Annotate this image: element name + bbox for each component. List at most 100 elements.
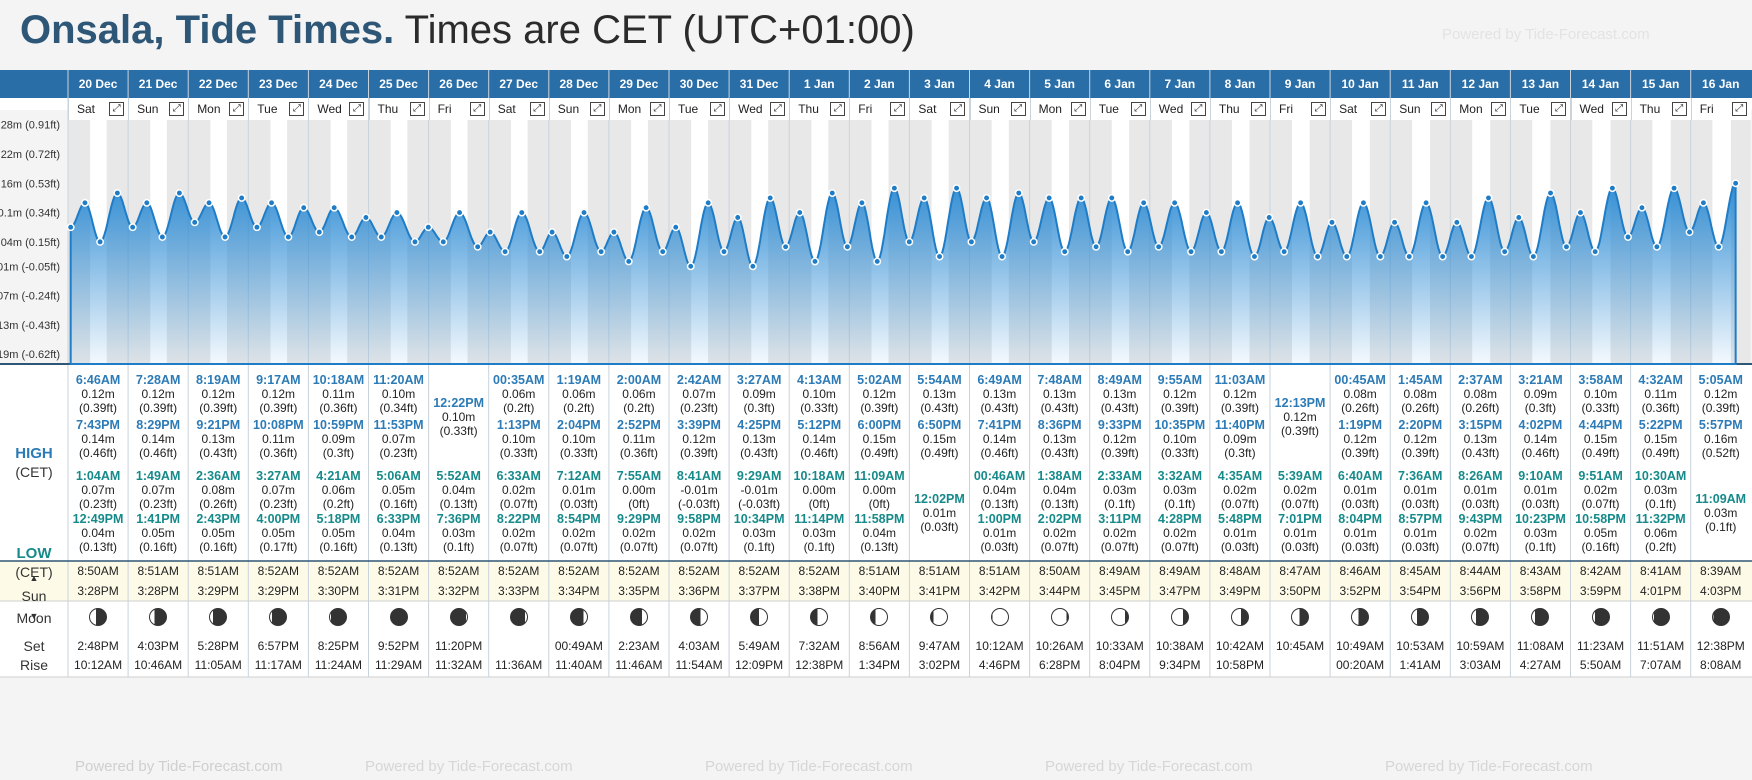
low-tide-point xyxy=(535,247,544,256)
high-tide-entry: 2:20PM 0.12m (0.39ft) xyxy=(1390,418,1450,462)
tide-chart: 0.28m (0.91ft) 0.22m (0.72ft) 0.16m (0.53f… xyxy=(0,70,1752,678)
expand-day-icon[interactable]: ⤢ xyxy=(1130,102,1146,116)
low-tide-point xyxy=(1438,252,1447,261)
moonset-time: 2:48PM xyxy=(77,639,119,653)
expand-day-icon[interactable]: ⤢ xyxy=(1611,102,1627,116)
high-tide-point xyxy=(237,193,246,202)
moonrise-time: 4:27AM xyxy=(1519,658,1562,672)
high-tide-height-ft: (0.39ft) xyxy=(199,401,238,415)
low-tide-time: 8:22PM xyxy=(496,512,541,526)
moonrise-time: 3:02PM xyxy=(918,658,961,672)
high-tide-time: 3:39PM xyxy=(677,418,721,432)
high-tide-height: 0.06m xyxy=(562,387,596,401)
expand-day-icon[interactable]: ⤢ xyxy=(1551,102,1567,116)
expand-day-icon[interactable]: ⤢ xyxy=(1671,102,1687,116)
moonset-time: 10:42AM xyxy=(1215,639,1264,653)
high-tide-entry: 8:36PM 0.13m (0.43ft) xyxy=(1030,418,1090,462)
expand-day-icon[interactable]: ⤢ xyxy=(169,102,185,116)
sunset-time: 3:34PM xyxy=(558,584,600,598)
high-tide-height: 0.09m xyxy=(1523,387,1558,401)
moon-phase-cell xyxy=(1150,608,1210,630)
low-tide-point xyxy=(1187,247,1195,256)
moonrise-time: 11:46AM xyxy=(615,658,663,672)
expand-day-icon[interactable]: ⤢ xyxy=(710,102,726,116)
moonset-time: 10:59AM xyxy=(1456,639,1505,653)
high-tide-time: 10:59PM xyxy=(313,418,364,432)
low-tide-height: 0.01m xyxy=(1523,483,1558,497)
low-tide-entry: 7:36PM 0.03m (0.1ft) xyxy=(429,512,489,556)
sunset-time: 3:35PM xyxy=(618,584,660,598)
expand-day-icon[interactable]: ⤢ xyxy=(289,102,305,116)
moonrise-time: 1:34PM xyxy=(858,658,901,672)
high-tide-height-ft: (0.39ft) xyxy=(1341,446,1380,460)
expand-day-icon[interactable]: ⤢ xyxy=(1070,102,1086,116)
low-tide-height-ft: (0ft) xyxy=(868,497,891,511)
low-tide-point xyxy=(284,233,293,241)
expand-day-icon[interactable]: ⤢ xyxy=(1190,102,1206,116)
high-tide-entry: 7:41PM 0.14m (0.46ft) xyxy=(970,418,1030,462)
expand-day-icon[interactable]: ⤢ xyxy=(1250,102,1266,116)
low-tide-height: 0.03m xyxy=(742,526,776,540)
day-of-week-label: Thu xyxy=(377,102,399,116)
low-tide-height-ft: (0.07ft) xyxy=(680,540,719,554)
moon-phase-icon xyxy=(1651,608,1670,626)
expand-day-icon[interactable]: ⤢ xyxy=(830,102,846,116)
high-tide-height-ft: (0.26ft) xyxy=(1401,401,1440,415)
high-tide-height: 0.12m xyxy=(1163,387,1197,401)
low-tide-time: 4:21AM xyxy=(316,469,361,483)
moonrise-time: 3:03AM xyxy=(1459,658,1502,672)
date-header: 14 Jan xyxy=(1581,77,1620,91)
sunrise-time: 8:41AM xyxy=(1639,564,1682,578)
low-tide-point xyxy=(686,262,695,271)
low-tide-time: 3:11PM xyxy=(1098,512,1142,526)
date-header: 26 Dec xyxy=(439,77,478,91)
low-tide-height-ft: (0.03ft) xyxy=(1461,497,1500,511)
low-tide-height-ft: (0.16ft) xyxy=(139,540,178,554)
sun-times: 8:50AM 3:44PM xyxy=(1030,561,1090,601)
expand-day-icon[interactable]: ⤢ xyxy=(469,102,485,116)
high-tide-height: 0.13m xyxy=(201,432,235,446)
low-tide-time: 2:36AM xyxy=(196,469,241,483)
high-tide-time: 1:13PM xyxy=(496,418,541,432)
expand-day-icon[interactable]: ⤢ xyxy=(409,102,425,116)
high-tide-point xyxy=(1484,193,1493,202)
high-tide-entry: 4:25PM 0.13m (0.43ft) xyxy=(729,418,789,462)
sunrise-time: 8:52AM xyxy=(738,564,780,578)
rise-row-label: Rise xyxy=(19,657,48,673)
high-tide-entry: 7:43PM 0.14m (0.46ft) xyxy=(68,418,128,462)
expand-day-icon[interactable]: ⤢ xyxy=(1731,102,1747,116)
moon-phase-cell xyxy=(1631,608,1691,630)
expand-day-icon[interactable]: ⤢ xyxy=(529,102,545,116)
high-tide-height-ft: (0.49ft) xyxy=(920,446,959,460)
sun-down-icon: ▼ xyxy=(29,611,39,621)
moon-phase-cell xyxy=(1330,608,1390,630)
expand-day-icon[interactable]: ⤢ xyxy=(1371,102,1387,116)
date-header: 27 Dec xyxy=(499,77,539,91)
low-tide-entry: 2:33AM 0.03m (0.1ft) xyxy=(1090,469,1150,513)
expand-day-icon[interactable]: ⤢ xyxy=(1010,102,1026,116)
moonrise-time: 11:40AM xyxy=(555,658,603,672)
expand-day-icon[interactable]: ⤢ xyxy=(1311,102,1327,116)
expand-day-icon[interactable]: ⤢ xyxy=(349,102,365,116)
high-tide-height-ft: (0.39ft) xyxy=(860,401,899,415)
day-of-week-label: Wed xyxy=(1158,102,1184,116)
expand-day-icon[interactable]: ⤢ xyxy=(770,102,786,116)
low-tide-entry: 3:32AM 0.03m (0.1ft) xyxy=(1150,469,1210,513)
expand-day-icon[interactable]: ⤢ xyxy=(649,102,665,116)
watermark-bottom-5: Powered by Tide-Forecast.com xyxy=(1385,758,1593,775)
expand-day-icon[interactable]: ⤢ xyxy=(1491,102,1507,116)
expand-day-icon[interactable]: ⤢ xyxy=(229,102,245,116)
low-tide-height: 0.06m xyxy=(321,483,356,497)
low-tide-height: 0.01m xyxy=(1403,483,1437,497)
expand-day-icon[interactable]: ⤢ xyxy=(1431,102,1447,116)
sun-times: 8:51AM 3:29PM xyxy=(188,561,248,601)
high-tide-height-ft: (0.33ft) xyxy=(1581,401,1620,415)
expand-day-icon[interactable]: ⤢ xyxy=(890,102,906,116)
expand-day-icon[interactable]: ⤢ xyxy=(109,102,125,116)
expand-day-icon[interactable]: ⤢ xyxy=(589,102,605,116)
expand-day-icon[interactable]: ⤢ xyxy=(950,102,966,116)
sunrise-time: 8:46AM xyxy=(1339,564,1381,578)
high-tide-entry: 5:02AM 0.12m (0.39ft) xyxy=(849,373,909,417)
date-header: 13 Jan xyxy=(1521,77,1560,91)
sun-times: 8:52AM 3:34PM xyxy=(549,561,609,601)
